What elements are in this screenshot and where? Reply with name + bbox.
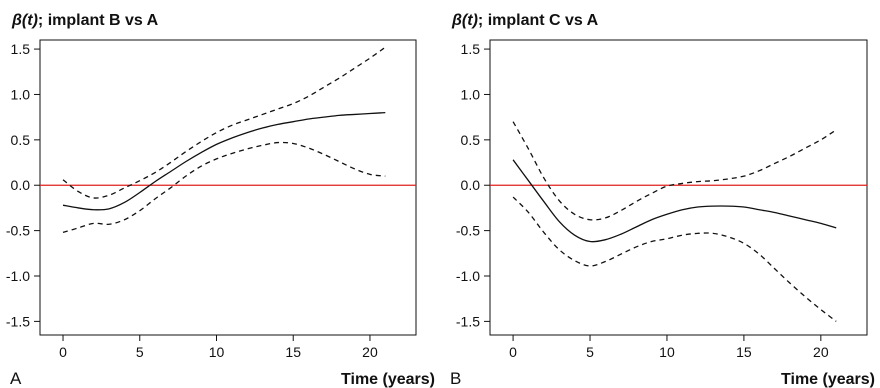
chart-0-xlabel: Time (years) bbox=[341, 371, 435, 388]
chart-0-xtick-label-2: 10 bbox=[209, 344, 225, 360]
chart-1-panel-label: B bbox=[450, 369, 461, 388]
chart-1-ytick-label-6: 1.5 bbox=[461, 41, 481, 57]
chart-1-series-estimate bbox=[512, 159, 837, 243]
chart-1-series-lower bbox=[512, 196, 837, 322]
chart-1-xlabel: Time (years) bbox=[781, 371, 875, 388]
chart-0-xtick-label-1: 5 bbox=[136, 344, 144, 360]
chart-1-xtick-label-2: 10 bbox=[659, 344, 675, 360]
chart-1-xtick-label-4: 20 bbox=[813, 344, 829, 360]
chart-1-ytick-label-1: -1.0 bbox=[456, 268, 480, 284]
chart-1-xtick-label-3: 15 bbox=[736, 344, 752, 360]
chart-0-xtick-label-3: 15 bbox=[285, 344, 301, 360]
chart-1-ytick-label-2: -0.5 bbox=[456, 223, 480, 239]
chart-1-plot-frame bbox=[489, 39, 868, 336]
chart-1-series-upper bbox=[512, 121, 837, 221]
chart-0-xtick-label-0: 0 bbox=[59, 344, 67, 360]
chart-0-ytick-label-4: 0.5 bbox=[11, 132, 31, 148]
chart-1-title-symbol: β(t) bbox=[451, 12, 478, 29]
chart-0-ytick-label-5: 1.0 bbox=[11, 86, 31, 102]
chart-panel-a: β(t); implant B vs A -1.5 -1.0 -0.5 0.0 0.5 1.… bbox=[6, 12, 435, 388]
chart-0-title: β(t); implant B vs A bbox=[11, 12, 159, 29]
chart-0-ytick-label-0: -1.5 bbox=[6, 313, 30, 329]
chart-0-series-estimate bbox=[62, 111, 386, 211]
chart-0-ytick-label-2: -0.5 bbox=[6, 223, 30, 239]
chart-0-ytick-label-3: 0.0 bbox=[11, 177, 31, 193]
chart-1-ytick-label-0: -1.5 bbox=[456, 313, 480, 329]
chart-0-ytick-label-6: 1.5 bbox=[11, 41, 31, 57]
chart-0-series-lower bbox=[62, 141, 386, 234]
chart-0-title-symbol: β(t) bbox=[11, 12, 38, 29]
chart-0-series-upper bbox=[62, 46, 386, 199]
chart-panel-b: β(t); implant C vs A -1.5 -1.0 -0.5 0.0 0.5 1.… bbox=[440, 0, 880, 388]
chart-a: β(t); implant B vs A -1.5 -1.0 -0.5 0.0 0.5 1.… bbox=[6, 12, 435, 388]
chart-b: β(t); implant C vs A -1.5 -1.0 -0.5 0.0 0.5 1.… bbox=[450, 12, 875, 388]
chart-1-title-rest: ; implant C vs A bbox=[478, 12, 599, 29]
chart-1-title: β(t); implant C vs A bbox=[451, 12, 599, 29]
chart-0-plot-frame bbox=[39, 39, 417, 336]
chart-0-xtick-label-4: 20 bbox=[362, 344, 378, 360]
chart-1-xtick-label-0: 0 bbox=[509, 344, 517, 360]
chart-0-title-rest: ; implant B vs A bbox=[38, 12, 159, 29]
chart-0-ytick-label-1: -1.0 bbox=[6, 268, 30, 284]
chart-1-ytick-label-4: 0.5 bbox=[461, 132, 481, 148]
chart-1-xtick-label-1: 5 bbox=[586, 344, 594, 360]
chart-1-ytick-label-3: 0.0 bbox=[461, 177, 481, 193]
chart-1-ytick-label-5: 1.0 bbox=[461, 86, 481, 102]
chart-0-panel-label: A bbox=[10, 369, 22, 388]
